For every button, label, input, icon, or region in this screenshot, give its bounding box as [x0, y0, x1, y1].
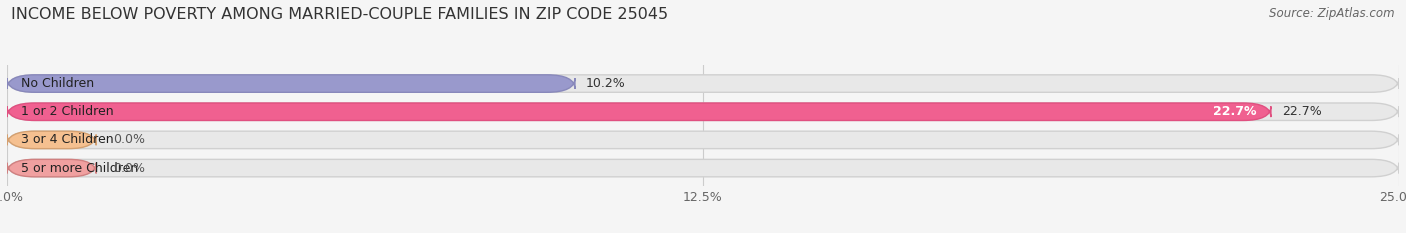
FancyBboxPatch shape [7, 75, 575, 92]
Text: 10.2%: 10.2% [586, 77, 626, 90]
Text: INCOME BELOW POVERTY AMONG MARRIED-COUPLE FAMILIES IN ZIP CODE 25045: INCOME BELOW POVERTY AMONG MARRIED-COUPL… [11, 7, 668, 22]
Text: 0.0%: 0.0% [112, 134, 145, 146]
FancyBboxPatch shape [7, 159, 96, 177]
Text: 5 or more Children: 5 or more Children [21, 161, 138, 175]
FancyBboxPatch shape [7, 159, 1399, 177]
Text: 0.0%: 0.0% [112, 161, 145, 175]
FancyBboxPatch shape [7, 75, 1399, 92]
Text: 22.7%: 22.7% [1213, 105, 1257, 118]
Text: No Children: No Children [21, 77, 94, 90]
Text: 22.7%: 22.7% [1282, 105, 1322, 118]
Text: Source: ZipAtlas.com: Source: ZipAtlas.com [1270, 7, 1395, 20]
Text: 3 or 4 Children: 3 or 4 Children [21, 134, 114, 146]
FancyBboxPatch shape [7, 131, 1399, 149]
FancyBboxPatch shape [7, 103, 1399, 120]
FancyBboxPatch shape [7, 131, 96, 149]
Text: 1 or 2 Children: 1 or 2 Children [21, 105, 114, 118]
FancyBboxPatch shape [7, 103, 1271, 120]
